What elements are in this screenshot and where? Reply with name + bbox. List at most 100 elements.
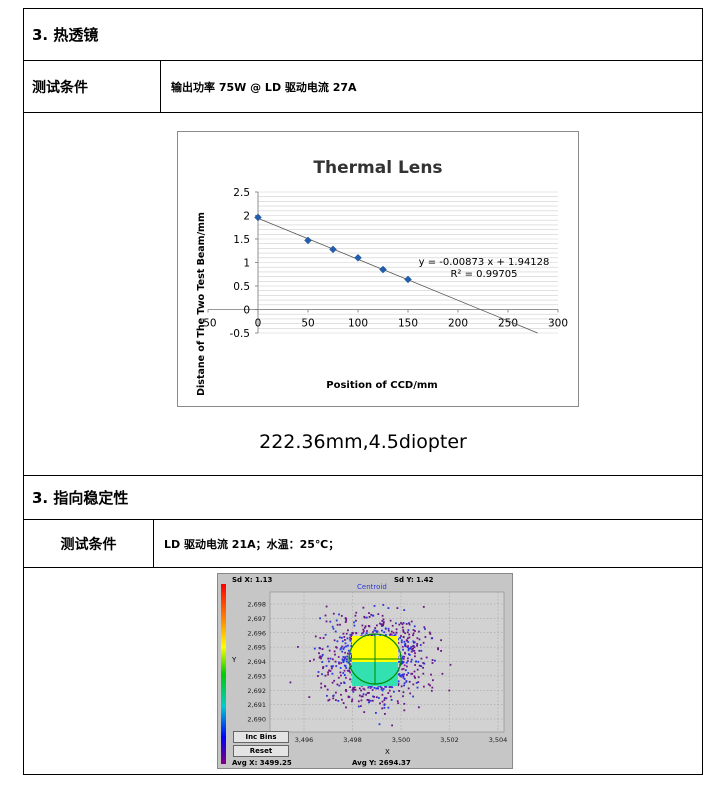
centroid-dot: [351, 689, 354, 691]
centroid-dot: [335, 699, 337, 701]
centroid-dot: [393, 634, 396, 637]
centroid-dot: [387, 607, 390, 609]
centroid-dot: [346, 669, 349, 672]
plot-y-tick: 2,696: [247, 629, 266, 637]
centroid-dot: [401, 626, 404, 629]
centroid-dot: [362, 630, 365, 632]
inc-bins-button[interactable]: Inc Bins: [233, 731, 289, 743]
centroid-dot: [372, 695, 374, 698]
centroid-dot: [330, 667, 333, 670]
centroid-dot: [361, 695, 364, 698]
centroid-dot: [418, 664, 421, 667]
centroid-dot: [346, 655, 349, 658]
centroid-dot: [328, 698, 331, 701]
centroid-dot: [350, 637, 353, 640]
centroid-dot: [329, 670, 332, 672]
centroid-dot: [343, 646, 346, 649]
centroid-dot: [379, 702, 381, 705]
centroid-dot: [381, 625, 383, 627]
centroid-dot: [400, 635, 402, 637]
centroid-dot: [401, 662, 404, 664]
test-condition-value: 输出功率 75W @ LD 驱动电流 27A: [171, 80, 357, 94]
centroid-dot: [416, 668, 419, 671]
y-axis-label: Y: [232, 656, 237, 664]
trendline: [257, 217, 538, 334]
centroid-dot: [353, 688, 356, 691]
centroid-dot: [314, 635, 317, 638]
centroid-dot: [384, 627, 387, 630]
centroid-dot: [381, 629, 383, 632]
y-tick-label: 2.5: [233, 187, 250, 199]
centroid-dot: [349, 636, 351, 639]
centroid-dot: [324, 614, 327, 617]
centroid-dot: [400, 675, 403, 678]
centroid-dot: [346, 637, 349, 640]
centroid-dot: [341, 640, 344, 643]
centroid-dot: [383, 631, 386, 634]
plot-x-tick: 3,500: [392, 736, 411, 744]
centroid-dot: [413, 670, 416, 673]
centroid-dot: [345, 632, 348, 635]
centroid-dot: [381, 620, 384, 622]
centroid-dot: [318, 647, 321, 649]
plot-y-tick: 2,693: [247, 672, 266, 680]
centroid-dot: [415, 660, 417, 663]
centroid-dot: [332, 697, 335, 700]
centroid-dot: [412, 645, 414, 647]
centroid-dot: [408, 623, 411, 626]
centroid-dot: [404, 669, 407, 672]
centroid-dot: [365, 616, 368, 619]
centroid-dot: [360, 695, 363, 698]
centroid-dot: [351, 654, 353, 657]
x-tick-label: 0: [255, 318, 262, 330]
centroid-dot: [420, 649, 423, 652]
reset-button[interactable]: Reset: [233, 745, 289, 757]
centroid-dot: [352, 690, 355, 693]
chart-title: Thermal Lens: [313, 158, 442, 178]
centroid-dot: [414, 655, 416, 658]
centroid-dot: [412, 683, 415, 686]
centroid-dot: [333, 639, 336, 642]
centroid-dot: [320, 657, 322, 660]
centroid-dot: [431, 686, 434, 689]
centroid-dot: [431, 662, 434, 664]
centroid-dot: [370, 613, 373, 616]
centroid-dot: [344, 642, 347, 645]
centroid-dot: [402, 629, 405, 631]
centroid-dot: [403, 664, 406, 667]
centroid-dot: [418, 706, 420, 709]
centroid-dot: [403, 682, 406, 685]
centroid-dot: [383, 704, 386, 706]
centroid-dot: [385, 697, 388, 700]
centroid-dot: [339, 671, 342, 674]
color-scale-bar: [221, 584, 226, 764]
centroid-dot: [411, 648, 413, 650]
x-axis-label: Position of CCD/mm: [326, 380, 437, 391]
section-title-2: 3. 指向稳定性: [32, 489, 129, 507]
centroid-dot: [345, 618, 347, 620]
centroid-dot: [399, 637, 401, 639]
centroid-dot: [362, 693, 365, 696]
centroid-dot: [351, 698, 354, 701]
test-condition-label: 测试条件: [24, 61, 161, 112]
centroid-dot: [401, 668, 404, 671]
centroid-dot: [370, 685, 373, 688]
centroid-dot: [448, 689, 451, 692]
centroid-dot: [365, 632, 368, 634]
centroid-dot: [412, 647, 414, 650]
centroid-dot: [403, 678, 406, 680]
centroid-dot: [384, 685, 386, 688]
centroid-dot: [341, 650, 344, 653]
centroid-dot: [410, 672, 413, 675]
centroid-dot: [313, 647, 316, 650]
centroid-dot: [325, 620, 328, 623]
centroid-dot: [381, 700, 384, 703]
centroid-dot: [334, 660, 337, 663]
centroid-dot: [345, 690, 348, 693]
centroid-dot: [350, 635, 353, 638]
centroid-dot: [354, 689, 357, 691]
centroid-dot: [391, 724, 393, 727]
test-condition-row-2: 测试条件 LD 驱动电流 21A；水温：25℃；: [23, 519, 703, 568]
plot-y-tick: 2,697: [247, 615, 266, 623]
centroid-dot: [392, 631, 395, 634]
